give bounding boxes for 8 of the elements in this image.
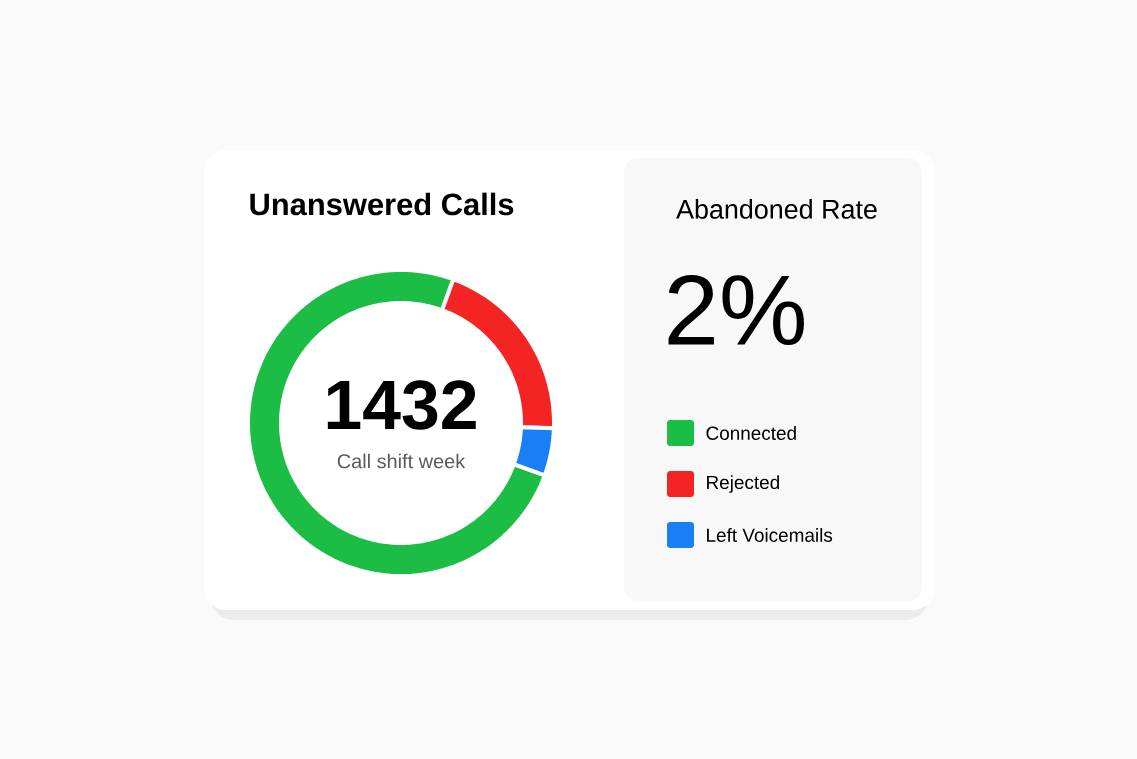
text: Call shift week xyxy=(337,453,466,469)
text: 1432 xyxy=(327,380,476,430)
text: Abandoned Rate xyxy=(676,199,877,219)
legend-label: Connected xyxy=(706,426,796,440)
legend-label: Rejected xyxy=(707,475,779,493)
text: 2% xyxy=(668,274,804,346)
legend-label: Left Voicemails xyxy=(707,528,833,542)
chart-title: Unanswered Calls xyxy=(250,192,514,216)
